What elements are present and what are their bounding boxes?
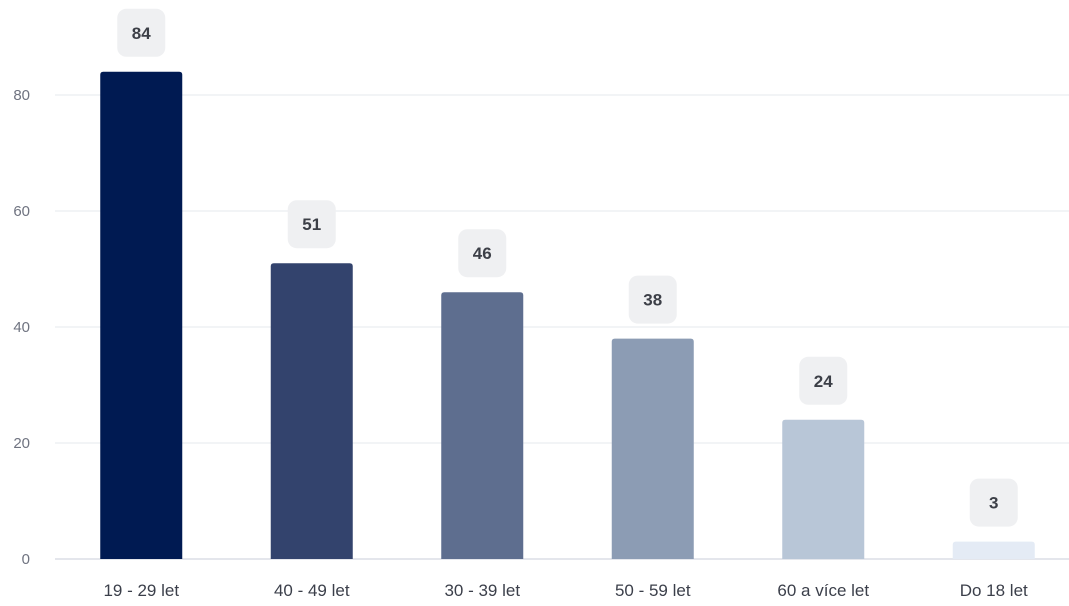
x-axis-ticks: 19 - 29 let 40 - 49 let 30 - 39 let 50 - 59… — [103, 581, 1028, 600]
bar[interactable] — [611, 338, 694, 559]
bars — [100, 71, 1035, 560]
x-tick-label: 19 - 29 let — [103, 581, 179, 600]
y-tick-label: 80 — [13, 87, 30, 104]
x-tick-label: 60 a více let — [777, 581, 869, 600]
data-label: 51 — [302, 215, 321, 234]
data-label-background — [628, 275, 677, 324]
x-tick-label: Do 18 let — [960, 581, 1028, 600]
bar[interactable] — [100, 71, 183, 560]
data-label: 38 — [643, 291, 662, 310]
bar[interactable] — [782, 419, 865, 559]
data-label-background — [287, 200, 336, 249]
bar[interactable] — [441, 292, 524, 559]
x-tick-label: 30 - 39 let — [444, 581, 520, 600]
bar[interactable] — [952, 541, 1035, 559]
data-label: 46 — [473, 244, 492, 263]
y-tick-label: 0 — [22, 551, 30, 568]
data-label-background — [117, 8, 166, 57]
data-label: 3 — [989, 494, 998, 513]
data-label: 84 — [132, 24, 151, 43]
y-tick-label: 60 — [13, 203, 30, 220]
data-label: 24 — [814, 372, 833, 391]
data-label-background — [458, 229, 507, 278]
gridlines — [55, 94, 1069, 560]
y-tick-label: 20 — [13, 435, 30, 452]
data-labels: 84 51 46 38 24 3 — [117, 8, 1018, 527]
x-tick-label: 50 - 59 let — [615, 581, 691, 600]
y-axis-ticks: 0 20 40 60 80 — [13, 87, 30, 568]
x-tick-label: 40 - 49 let — [274, 581, 350, 600]
bar[interactable] — [270, 263, 353, 559]
y-tick-label: 40 — [13, 319, 30, 336]
data-label-background — [969, 478, 1018, 527]
data-label-background — [799, 356, 848, 405]
